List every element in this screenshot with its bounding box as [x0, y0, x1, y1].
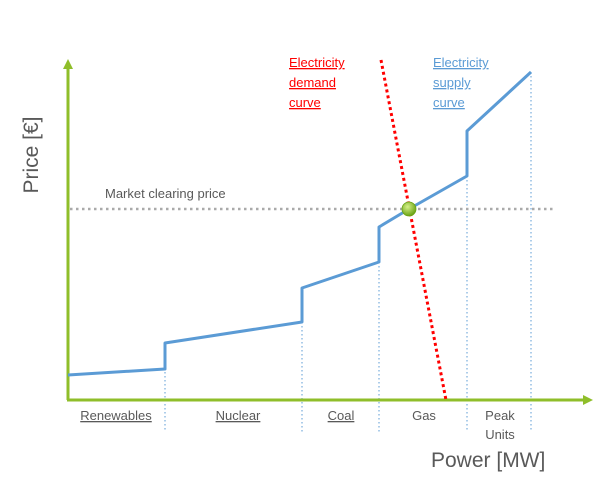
supply-label-line-3: curve [433, 95, 465, 110]
demand-curve-label: Electricity demand curve [289, 55, 345, 110]
supply-curve [67, 70, 533, 377]
segment-label-peak: Peak [485, 408, 515, 423]
segment-labels: Renewables Nuclear Coal Gas Peak Units [80, 408, 515, 442]
supply-label-line-1: Electricity [433, 55, 489, 70]
segment-label-coal: Coal [328, 408, 355, 423]
market-clearing-label: Market clearing price [105, 186, 226, 201]
demand-label-line-2: demand [289, 75, 336, 90]
x-axis-label: Power [MW] [431, 449, 545, 472]
demand-label-line-3: curve [289, 95, 321, 110]
segment-label-units: Units [485, 427, 515, 442]
segment-label-gas: Gas [412, 408, 436, 423]
demand-curve [379, 59, 448, 401]
y-axis-label: Price [€] [20, 116, 43, 193]
demand-label-line-1: Electricity [289, 55, 345, 70]
segment-label-renewables: Renewables [80, 408, 152, 423]
supply-label-line-2: supply [433, 75, 471, 90]
segment-label-nuclear: Nuclear [216, 408, 261, 423]
supply-curve-label: Electricity supply curve [433, 55, 489, 110]
market-clearing-point [401, 201, 417, 217]
segment-dividers [164, 72, 532, 432]
